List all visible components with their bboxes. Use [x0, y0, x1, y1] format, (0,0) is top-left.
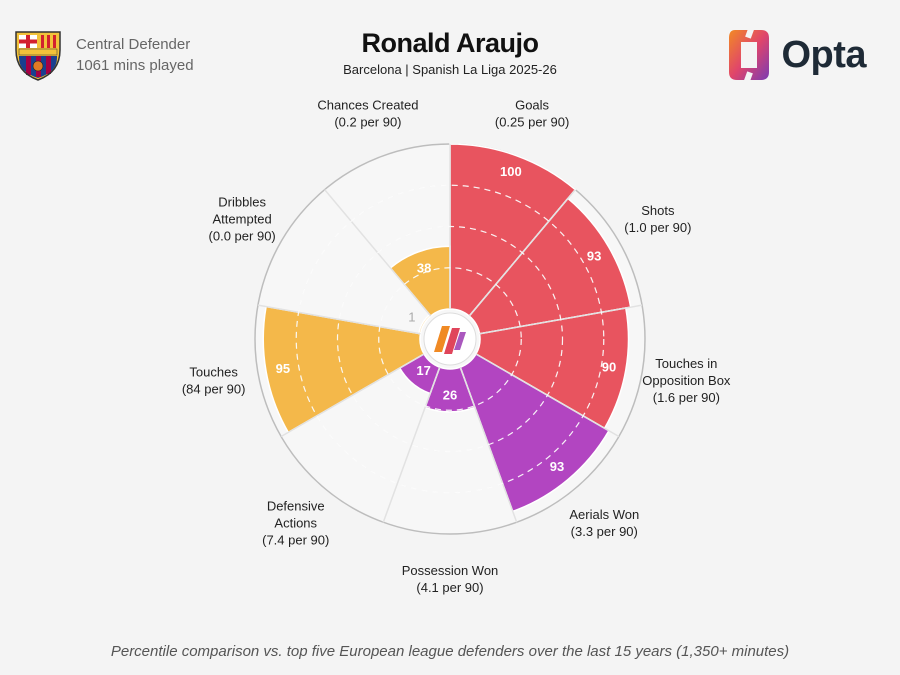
wedge-possession-won [424, 366, 476, 413]
chart-footnote: Percentile comparison vs. top five Europ… [110, 643, 790, 660]
header-left: Central Defender 1061 mins played [12, 28, 194, 82]
axis-label-touches-in-opposition-box: Touches in Opposition Box (1.6 per 90) [642, 356, 731, 405]
value-label: 26 [443, 387, 457, 402]
wedge-touches [262, 305, 426, 434]
page-subtitle: Barcelona | Spanish La Liga 2025-26 [343, 62, 557, 77]
sector-divider [382, 366, 441, 523]
value-label: 38 [417, 260, 431, 275]
wedge-touches-in-opposition-box [474, 307, 630, 430]
value-label: 95 [276, 361, 290, 376]
chart-value-labels: 100 93 90 93 26 17 95 1 38 [276, 164, 617, 474]
value-label: 17 [416, 363, 430, 378]
wedge-aerials-won [459, 352, 610, 513]
wedge-chances-created [389, 245, 451, 318]
opta-logo-icon [729, 26, 770, 84]
wedge-shots [468, 197, 632, 335]
value-label: 93 [550, 459, 564, 474]
wedge-goals [449, 143, 577, 318]
sector-divider [257, 304, 421, 335]
guide-ring [378, 267, 522, 411]
opta-brand: Opta [725, 26, 866, 84]
player-meta: Central Defender 1061 mins played [76, 34, 194, 76]
axis-label-aerials-won: Aerials Won (3.3 per 90) [569, 507, 639, 539]
value-label: 93 [587, 248, 601, 263]
guide-ring [295, 184, 605, 494]
chart-axis-labels: Goals (0.25 per 90) Shots (1.0 per 90) Touch… [182, 97, 731, 595]
opta-wordmark: Opta [781, 33, 866, 76]
axis-label-defensive-actions: Defensive Actions (7.4 per 90) [262, 498, 329, 547]
value-label: 90 [602, 360, 616, 375]
value-label: 100 [500, 164, 522, 179]
sector-divider [280, 353, 425, 438]
axis-label-touches: Touches (84 per 90) [182, 365, 246, 397]
page-title: Ronald Araujo [361, 28, 539, 58]
axis-label-dribbles-attempted: Dribbles Attempted (0.0 per 90) [209, 195, 276, 244]
player-minutes: 1061 mins played [76, 57, 194, 74]
value-label: 1 [408, 310, 415, 325]
chart-sectors [262, 143, 632, 513]
guide-ring [336, 225, 564, 453]
barcelona-crest-icon [15, 31, 61, 81]
axis-label-chances-created: Chances Created (0.2 per 90) [317, 97, 418, 129]
chart-rings [295, 184, 605, 494]
title-block: Ronald Araujo Barcelona | Spanish La Lig… [0, 28, 900, 77]
center-logo-icon [423, 312, 477, 366]
axis-label-goals: Goals (0.25 per 90) [495, 97, 569, 129]
axis-label-possession-won: Possession Won (4.1 per 90) [402, 563, 499, 595]
axis-label-shots: Shots (1.0 per 90) [624, 203, 691, 235]
player-position: Central Defender [76, 36, 191, 53]
